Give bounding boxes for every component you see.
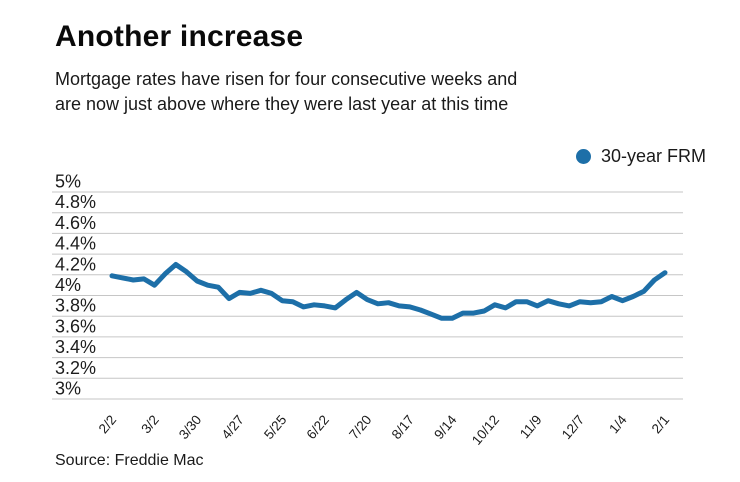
y-tick-label: 4%	[55, 275, 81, 295]
y-tick-label: 4.8%	[55, 192, 96, 212]
x-tick-label: 6/22	[304, 412, 332, 442]
y-tick-label: 4.4%	[55, 234, 96, 254]
subtitle-line-1: Mortgage rates have risen for four conse…	[55, 69, 518, 89]
legend-label: 30-year FRM	[600, 146, 706, 166]
x-tick-label: 9/14	[431, 412, 460, 442]
subtitle-line-2: are now just above where they were last …	[55, 94, 509, 114]
x-tick-label: 7/20	[346, 412, 374, 442]
x-tick-label: 1/4	[606, 412, 630, 436]
x-tick-label: 5/25	[261, 412, 289, 442]
chart-subtitle: Mortgage rates have risen for four conse…	[55, 67, 517, 117]
x-tick-label: 3/30	[176, 412, 204, 442]
y-tick-label: 4.6%	[55, 213, 96, 233]
y-tick-label: 3%	[55, 379, 81, 399]
source-attribution: Source: Freddie Mac	[55, 452, 204, 469]
page-title: Another increase	[55, 20, 304, 53]
x-tick-label: 10/12	[469, 412, 502, 448]
y-tick-label: 4.2%	[55, 254, 96, 274]
x-tick-label: 2/2	[96, 412, 120, 436]
legend-marker-icon	[575, 149, 591, 164]
rate-line-series	[109, 262, 668, 321]
x-tick-label: 12/7	[559, 412, 587, 442]
y-tick-label: 3.6%	[55, 316, 96, 336]
y-tick-label: 3.2%	[55, 358, 96, 378]
y-tick-label: 3.8%	[55, 296, 96, 316]
chart-legend: 30-year FRM	[575, 146, 706, 167]
y-tick-label: 3.4%	[55, 337, 96, 357]
x-tick-label: 3/2	[138, 412, 162, 436]
x-tick-label: 8/17	[389, 412, 417, 442]
x-tick-label: 2/1	[649, 412, 673, 436]
x-tick-label: 4/27	[219, 412, 247, 442]
x-tick-label: 11/9	[517, 412, 545, 441]
y-tick-label: 5%	[55, 172, 81, 192]
